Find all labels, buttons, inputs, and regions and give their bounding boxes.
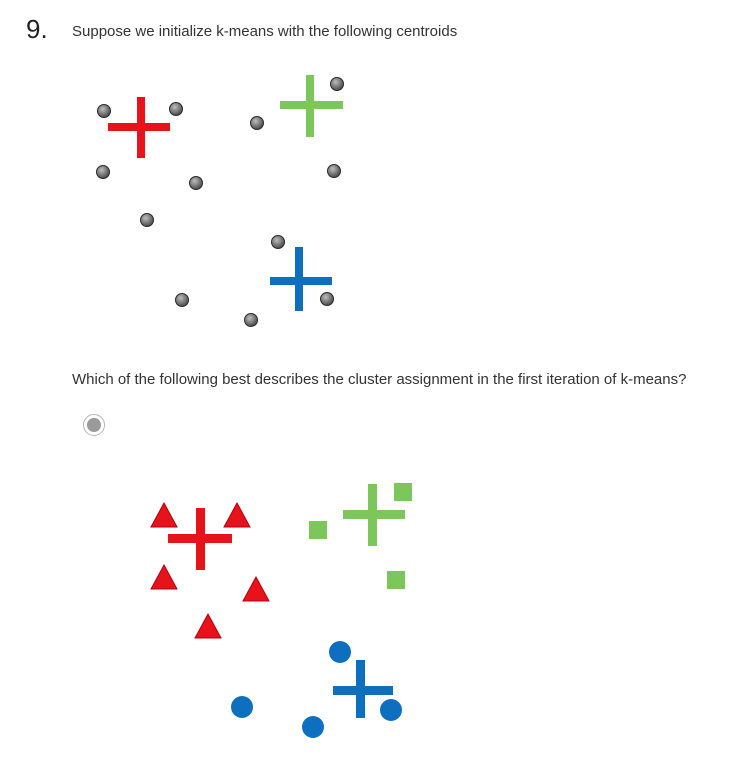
red-triangle-icon: [150, 563, 178, 590]
question-prompt: Which of the following best describes th…: [72, 371, 687, 388]
gray-circle-icon: [97, 104, 111, 118]
red-plus-icon: [108, 97, 170, 158]
gray-circle-icon: [330, 77, 344, 91]
green-cluster: [309, 483, 412, 589]
question-number: 9.: [26, 14, 48, 44]
question-text: Suppose we initialize k-means with the f…: [72, 23, 458, 40]
green-square-icon: [394, 483, 412, 501]
gray-circle-icon: [244, 313, 258, 327]
blue-circle-icon: [231, 696, 253, 718]
green-square-icon: [387, 571, 405, 589]
gray-circle-icon: [175, 293, 189, 307]
green-square-icon: [309, 521, 327, 539]
gray-circle-icon: [96, 165, 110, 179]
blue-cluster: [231, 641, 402, 738]
red-triangle-icon: [194, 612, 222, 639]
data-points: [96, 77, 344, 327]
initial-centroids-figure: [96, 75, 344, 327]
gray-circle-icon: [140, 213, 154, 227]
red-cluster: [150, 501, 270, 639]
radio-indicator-icon: [87, 418, 101, 432]
gray-circle-icon: [189, 176, 203, 190]
green-plus-icon: [343, 484, 405, 546]
gray-circle-icon: [327, 164, 341, 178]
gray-circle-icon: [250, 116, 264, 130]
option-1-radio[interactable]: [83, 414, 105, 436]
gray-circle-icon: [320, 292, 334, 306]
blue-plus-icon: [333, 660, 393, 718]
blue-circle-icon: [329, 641, 351, 663]
gray-circle-icon: [271, 235, 285, 249]
red-plus-icon: [168, 508, 232, 570]
blue-circle-icon: [380, 699, 402, 721]
gray-circle-icon: [169, 102, 183, 116]
blue-plus-icon: [270, 247, 332, 311]
red-triangle-icon: [150, 501, 178, 528]
red-triangle-icon: [223, 501, 251, 528]
blue-circle-icon: [302, 716, 324, 738]
green-plus-icon: [280, 75, 343, 137]
red-triangle-icon: [242, 575, 270, 602]
